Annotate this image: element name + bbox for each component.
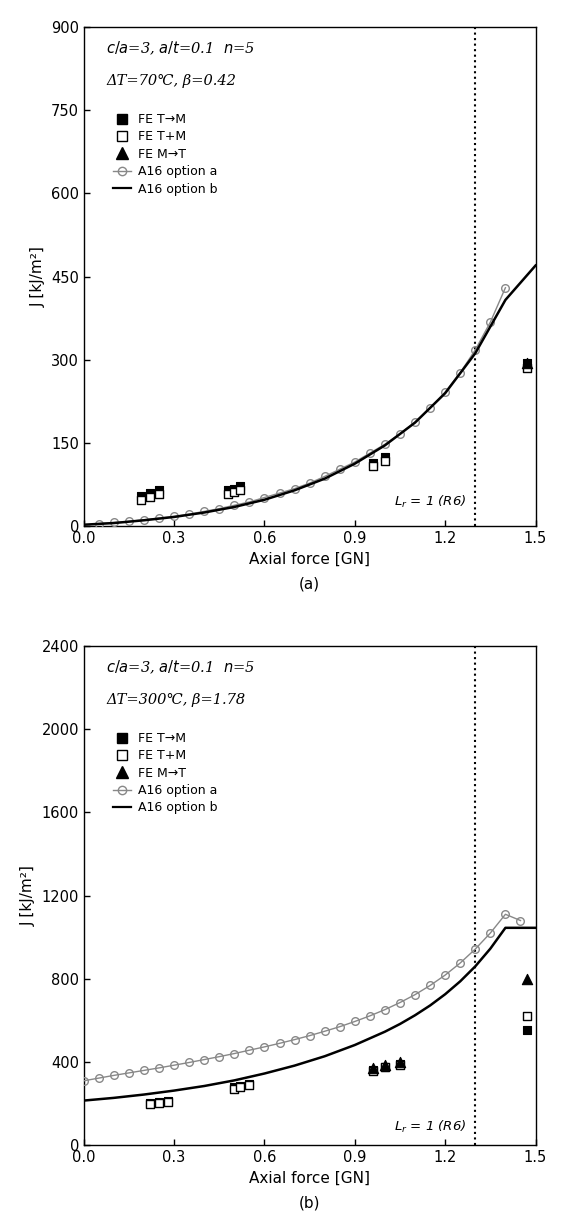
Point bbox=[154, 485, 164, 504]
Point bbox=[395, 1055, 404, 1075]
Point bbox=[236, 1076, 245, 1095]
Text: ΔT=300℃, β=1.78: ΔT=300℃, β=1.78 bbox=[106, 693, 245, 707]
Point bbox=[381, 1056, 390, 1076]
Point bbox=[224, 485, 233, 504]
Point bbox=[164, 1091, 173, 1110]
Legend: FE T→M, FE T+M, FE M→T, A16 option a, A16 option b: FE T→M, FE T+M, FE M→T, A16 option a, A1… bbox=[112, 732, 217, 814]
Point bbox=[236, 481, 245, 501]
Point bbox=[245, 1076, 254, 1095]
Text: $c/a$=3, $a/t$=0.1  $n$=5: $c/a$=3, $a/t$=0.1 $n$=5 bbox=[106, 39, 256, 56]
Point bbox=[145, 1094, 154, 1114]
Point bbox=[145, 483, 154, 503]
Text: (b): (b) bbox=[299, 1196, 320, 1211]
Point bbox=[230, 1078, 239, 1098]
Point bbox=[381, 1055, 390, 1075]
Point bbox=[522, 353, 531, 372]
Point bbox=[522, 1020, 531, 1039]
Point bbox=[395, 1053, 404, 1072]
Text: $L_r$ = 1 (R6): $L_r$ = 1 (R6) bbox=[394, 493, 466, 509]
Point bbox=[154, 1092, 164, 1111]
Point bbox=[245, 1075, 254, 1094]
Legend: FE T→M, FE T+M, FE M→T, A16 option a, A16 option b: FE T→M, FE T+M, FE M→T, A16 option a, A1… bbox=[112, 113, 217, 196]
Point bbox=[236, 1077, 245, 1097]
Y-axis label: J [kJ/m²]: J [kJ/m²] bbox=[30, 246, 45, 307]
Point bbox=[136, 490, 145, 509]
Point bbox=[369, 1060, 378, 1080]
Point bbox=[369, 453, 378, 472]
Point bbox=[136, 486, 145, 506]
X-axis label: Axial force [GN]: Axial force [GN] bbox=[249, 1170, 370, 1186]
Point bbox=[369, 1061, 378, 1081]
Point bbox=[145, 1093, 154, 1113]
Text: $L_r$ = 1 (R6): $L_r$ = 1 (R6) bbox=[394, 1119, 466, 1135]
Point bbox=[230, 479, 239, 498]
Point bbox=[522, 359, 531, 378]
Point bbox=[230, 1077, 239, 1097]
Point bbox=[522, 1006, 531, 1026]
Point bbox=[145, 487, 154, 507]
Text: (a): (a) bbox=[299, 577, 320, 591]
Text: $c/a$=3, $a/t$=0.1  $n$=5: $c/a$=3, $a/t$=0.1 $n$=5 bbox=[106, 659, 256, 676]
Point bbox=[154, 1093, 164, 1113]
Point bbox=[381, 1058, 390, 1077]
Point bbox=[164, 1092, 173, 1111]
Point bbox=[381, 452, 390, 471]
Point bbox=[522, 353, 531, 372]
X-axis label: Axial force [GN]: Axial force [GN] bbox=[249, 552, 370, 567]
Point bbox=[236, 476, 245, 496]
Point bbox=[369, 1059, 378, 1078]
Point bbox=[224, 481, 233, 501]
Text: ΔT=70℃, β=0.42: ΔT=70℃, β=0.42 bbox=[106, 75, 236, 88]
Point bbox=[522, 969, 531, 989]
Point bbox=[230, 482, 239, 502]
Point bbox=[154, 481, 164, 501]
Point bbox=[395, 1054, 404, 1073]
Y-axis label: J [kJ/m²]: J [kJ/m²] bbox=[21, 865, 36, 927]
Point bbox=[381, 447, 390, 466]
Point bbox=[369, 457, 378, 476]
